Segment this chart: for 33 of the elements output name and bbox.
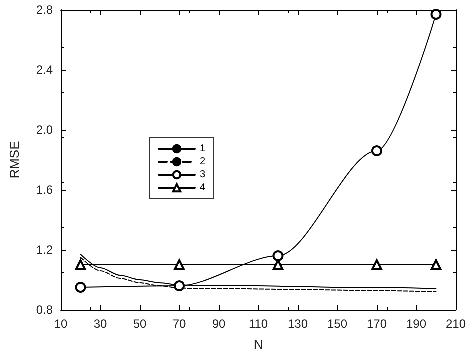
legend-label: 4 — [200, 182, 206, 194]
y-tick-label: 0.8 — [36, 303, 54, 317]
y-tick-label: 2.8 — [36, 3, 54, 17]
point — [174, 260, 185, 270]
x-tick-label: 190 — [406, 317, 427, 331]
legend-label: 2 — [200, 156, 206, 168]
x-tick-label: 110 — [248, 317, 268, 331]
y-tick-label: 2.0 — [36, 123, 54, 137]
x-tick-label: 30 — [94, 317, 108, 331]
point — [430, 260, 442, 270]
point — [372, 260, 382, 270]
x-tick-label: 150 — [327, 317, 348, 331]
x-axis-title: N — [254, 337, 264, 352]
x-tick-label: 130 — [288, 317, 308, 331]
point — [430, 9, 442, 20]
x-tick-label: 70 — [172, 317, 186, 331]
legend-label: 1 — [200, 144, 206, 154]
y-tick-label: 1.2 — [36, 243, 54, 257]
legend-label: 3 — [200, 170, 206, 180]
x-tick-label: 90 — [212, 317, 226, 331]
x-tick-label: 50 — [133, 317, 147, 331]
y-tick-label: 1.6 — [36, 183, 54, 197]
point — [174, 280, 185, 292]
y-tick-label: 2.4 — [36, 63, 54, 77]
y-axis-title: RMSE — [7, 140, 22, 179]
x-tick-label: 10 — [54, 317, 68, 331]
point — [272, 250, 284, 262]
point — [75, 282, 86, 293]
x-tick-label: 170 — [366, 317, 388, 331]
point — [75, 260, 86, 270]
point — [272, 260, 284, 270]
x-tick-label: 210 — [446, 317, 466, 331]
point — [372, 146, 382, 156]
